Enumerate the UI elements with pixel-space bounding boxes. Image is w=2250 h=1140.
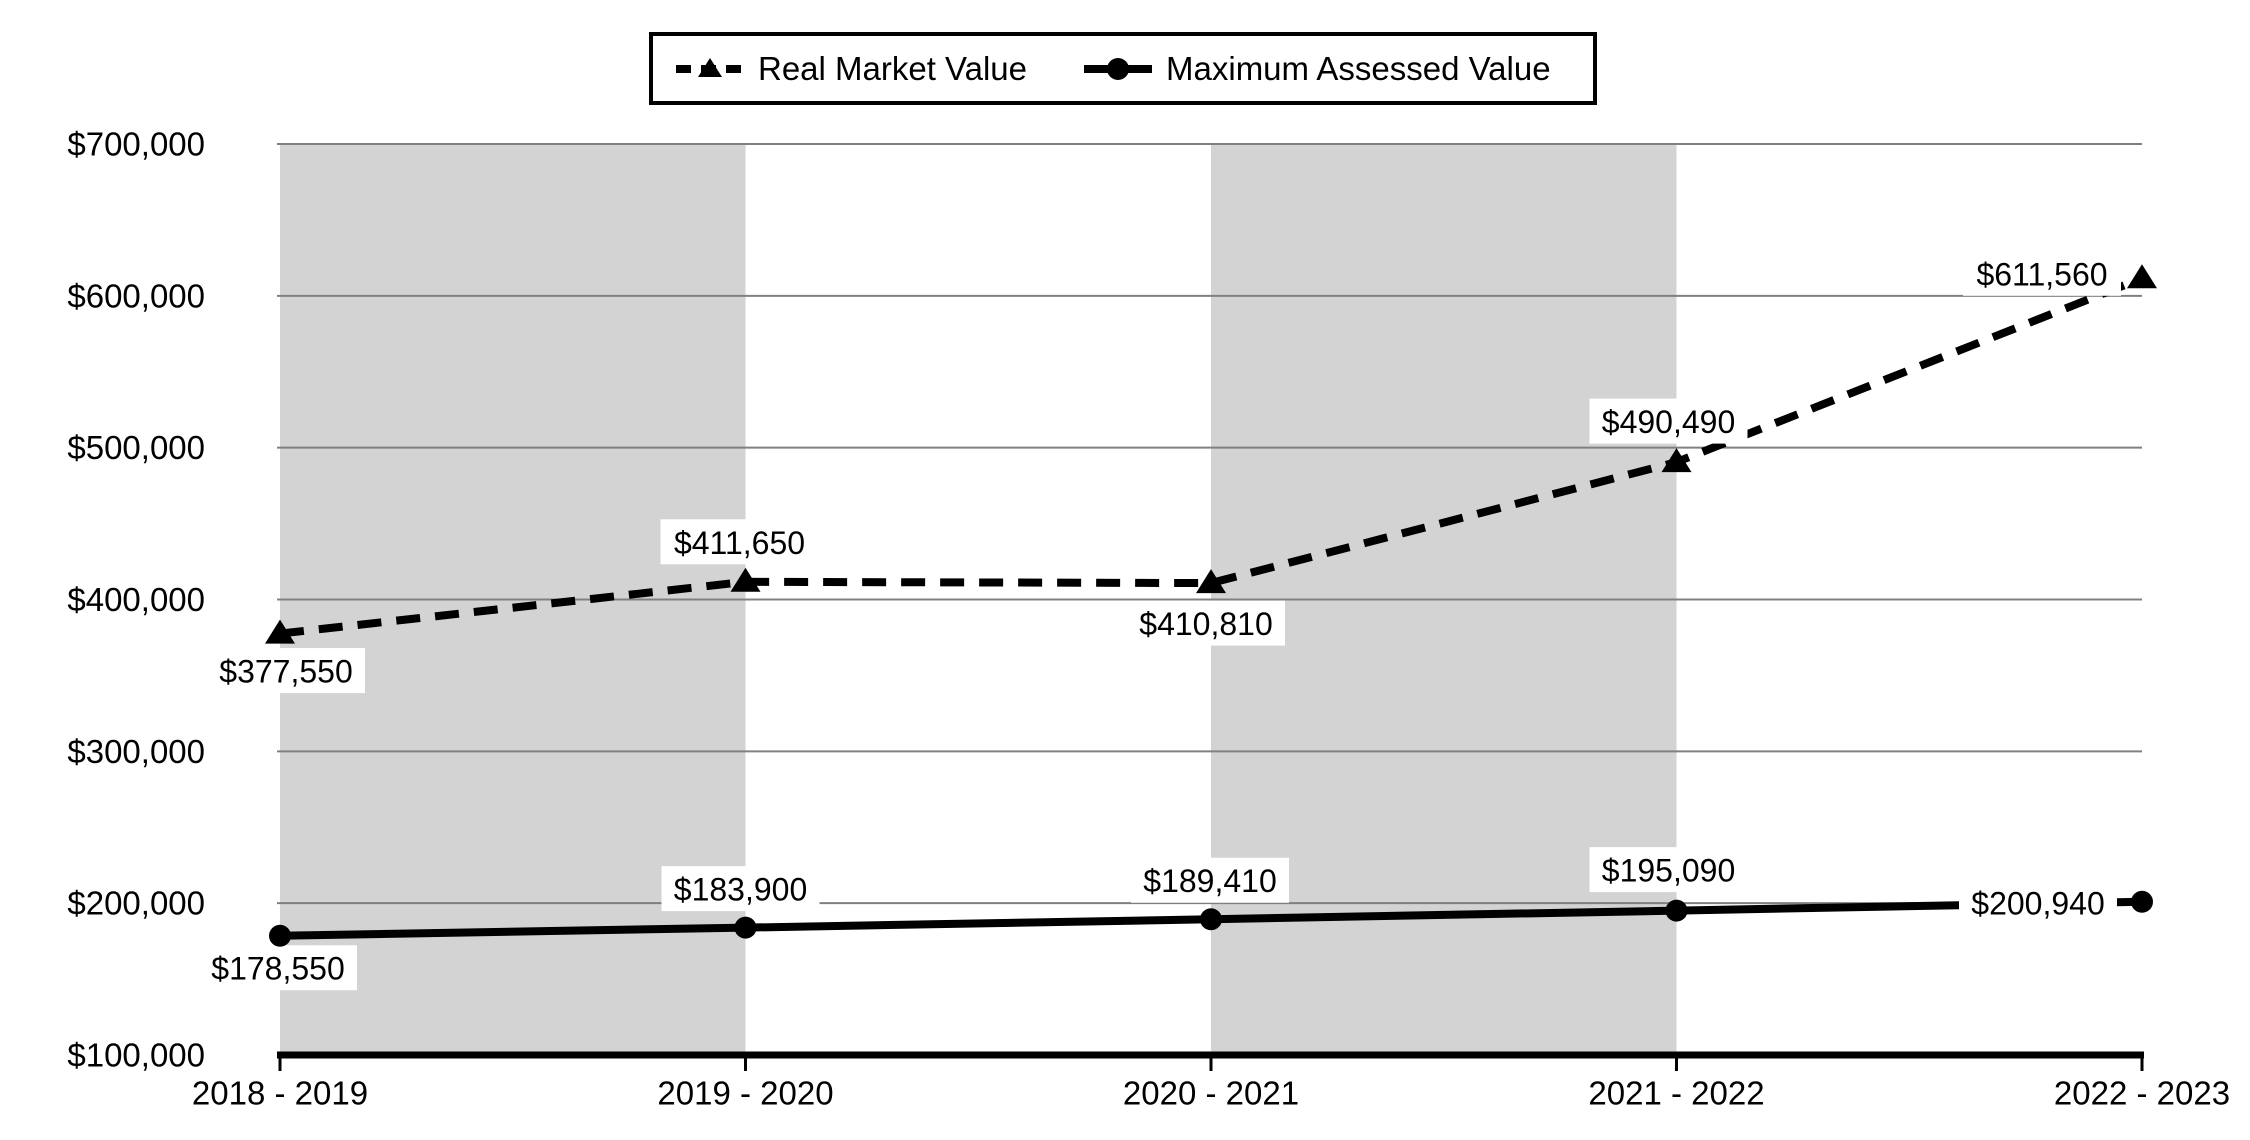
circle-marker <box>2131 890 2153 913</box>
data-label: $195,090 <box>1602 853 1735 889</box>
circle-marker <box>269 924 291 947</box>
data-label: $611,560 <box>1976 256 2107 292</box>
x-axis-tick-label: 2018 - 2019 <box>192 1075 368 1112</box>
legend-label-maximum-assessed-value: Maximum Assessed Value <box>1166 49 1551 87</box>
data-label-background <box>1127 600 1285 646</box>
y-axis-tick-label: $200,000 <box>67 885 205 922</box>
data-label-background <box>661 866 820 912</box>
data-label-background <box>660 519 819 565</box>
circle-marker <box>1665 899 1688 922</box>
x-axis-tick-label: 2019 - 2020 <box>657 1075 833 1112</box>
data-label-background <box>207 648 365 694</box>
solid-line-circle-marker-icon <box>1084 57 1153 80</box>
triangle-marker <box>2127 264 2157 289</box>
triangle-marker <box>730 567 761 592</box>
data-label-background <box>199 945 357 991</box>
data-label: $411,650 <box>674 525 805 561</box>
data-label: $200,940 <box>1971 886 2104 922</box>
data-label-background <box>1589 847 1748 893</box>
x-axis-tick-label: 2021 - 2022 <box>1588 1075 1764 1112</box>
y-axis-tick-label: $700,000 <box>67 126 205 163</box>
y-axis-tick-label: $600,000 <box>67 277 205 314</box>
x-axis-tick-label: 2020 - 2021 <box>1123 1075 1299 1112</box>
data-label: $183,900 <box>674 872 807 908</box>
legend-label-real-market-value: Real Market Value <box>758 49 1028 87</box>
data-label: $490,490 <box>1602 404 1735 440</box>
x-axis-tick-label: 2022 - 2023 <box>2054 1075 2230 1112</box>
data-label: $377,550 <box>219 654 352 690</box>
data-label: $410,810 <box>1139 606 1272 642</box>
data-label-background <box>1963 250 2121 296</box>
triangle-marker <box>1196 569 1226 594</box>
circle-marker <box>1200 908 1222 931</box>
legend: Real Market Value Maximum Assessed Value <box>649 32 1597 105</box>
circle-marker <box>734 916 757 939</box>
y-axis-tick-label: $500,000 <box>67 429 205 466</box>
triangle-marker <box>265 619 295 644</box>
data-label: $178,550 <box>211 951 344 987</box>
dashed-line-triangle-marker-icon <box>676 57 744 77</box>
data-label-background <box>1131 857 1289 903</box>
legend-item-maximum-assessed-value: Maximum Assessed Value <box>1083 50 1551 88</box>
legend-item-real-market-value: Real Market Value <box>675 50 1027 88</box>
y-axis-tick-label: $100,000 <box>67 1037 205 1074</box>
data-label-background <box>1589 398 1748 444</box>
y-axis-tick-label: $300,000 <box>67 733 205 770</box>
triangle-marker <box>1661 448 1692 473</box>
series-line-real-market-value <box>279 274 2144 638</box>
data-label-background <box>1959 880 2117 926</box>
data-label: $189,410 <box>1143 863 1276 899</box>
y-axis-tick-label: $400,000 <box>67 581 205 618</box>
